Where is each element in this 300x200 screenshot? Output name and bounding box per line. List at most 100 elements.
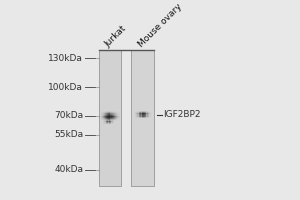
Bar [114,118,115,119]
Bar [112,120,113,121]
Bar [118,117,119,118]
Bar [109,111,110,112]
Bar [119,116,120,117]
Bar [138,111,139,112]
Bar [107,120,108,121]
Bar [104,118,105,119]
Bar [106,119,107,120]
Bar [148,112,149,113]
Bar [139,111,140,112]
Bar [107,118,108,119]
Bar [110,116,111,117]
Bar [150,112,151,113]
Bar [119,115,120,116]
Bar [100,116,101,117]
Bar [106,112,107,113]
Bar [110,121,111,122]
Bar [119,117,120,118]
Bar [117,113,118,114]
Bar [112,111,113,112]
Bar [142,117,143,118]
Bar [112,112,113,113]
Bar [103,120,104,121]
Bar [149,116,150,117]
Bar [136,112,137,113]
Bar [104,121,105,122]
Bar [149,112,150,113]
Bar [142,111,143,112]
Bar [112,118,113,119]
Bar [140,113,141,114]
Bar [113,115,114,116]
Bar [105,118,106,119]
Bar [111,113,112,114]
Bar [111,117,112,118]
Bar [101,118,102,119]
Bar [109,112,110,113]
Bar [104,120,105,121]
Bar [143,117,144,118]
Bar [149,113,150,114]
Bar [104,122,105,123]
Bar [105,112,106,113]
Bar [147,113,148,114]
Bar [102,112,103,113]
Bar [107,112,108,113]
Bar [105,122,106,123]
Bar [109,118,110,119]
Bar [109,112,110,113]
Bar [119,113,120,114]
Bar [139,112,140,113]
Bar [116,116,117,117]
Bar [100,115,101,116]
Bar [135,112,136,113]
Bar [118,111,119,112]
Bar [118,114,119,115]
Bar [108,120,109,121]
Bar [147,111,148,112]
Bar [101,116,102,117]
Bar [146,112,147,113]
Bar [109,112,110,113]
Bar [110,118,111,119]
Bar [136,117,137,118]
Bar [137,117,138,118]
Bar [144,116,145,117]
Bar [136,111,137,112]
Bar [118,114,119,115]
Bar [108,117,109,118]
Bar [104,112,105,113]
Bar [114,112,115,113]
Bar [112,123,113,124]
Bar [111,120,112,121]
Bar [112,115,113,116]
Bar [140,111,141,112]
Bar [114,112,115,113]
Bar [106,118,107,119]
Bar [119,118,120,119]
Bar [134,114,135,115]
Bar [105,120,106,121]
Bar [138,112,139,113]
Bar [103,118,104,119]
Bar [106,123,107,124]
Bar [137,112,138,113]
Bar [140,114,141,115]
Bar [118,112,119,113]
Bar [146,116,147,117]
Bar [117,119,118,120]
Bar [151,112,152,113]
Bar [114,117,115,118]
Bar [136,117,137,118]
Bar [105,112,106,113]
Bar [149,116,150,117]
Bar [134,117,135,118]
Bar [114,117,115,118]
Bar [109,118,110,119]
Bar [105,117,106,118]
Bar [105,118,106,119]
Bar [119,118,120,119]
Bar [104,123,105,124]
Bar [103,123,104,124]
Bar [107,113,108,114]
